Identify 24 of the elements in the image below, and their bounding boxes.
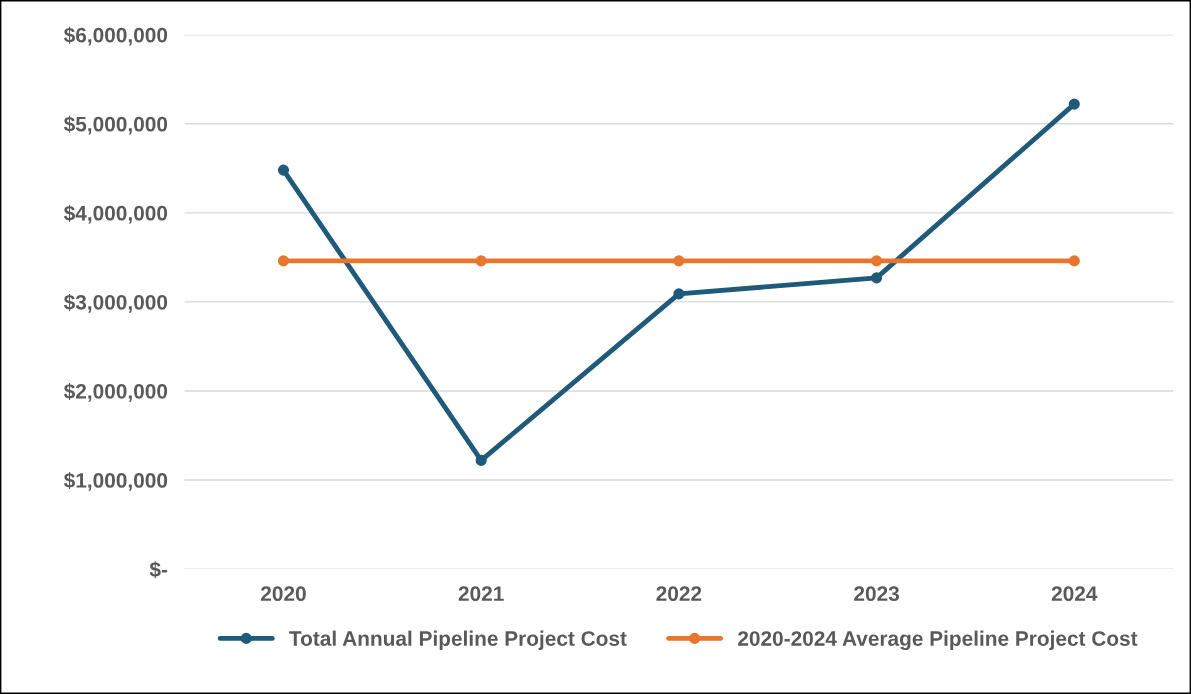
x-tick-label: 2023: [854, 586, 899, 602]
point: [1068, 255, 1080, 267]
y-tick-label: $3,000,000: [63, 293, 168, 313]
x-tick-label: 2024: [1051, 586, 1098, 602]
y-tick-label: $2,000,000: [63, 383, 168, 402]
y-tick-label: $1,000,000: [63, 472, 168, 491]
y-tick-label: $6,000,000: [63, 26, 168, 46]
x-tick-label: 2020: [261, 586, 306, 602]
point: [475, 255, 487, 267]
point: [673, 288, 685, 300]
legend-label: 2020-2024 Average Pipeline Project Cost: [738, 630, 1138, 651]
y-tick-label: $4,000,000: [63, 204, 168, 224]
x-tick-label: 2021: [458, 586, 504, 602]
x-tick-label: 2022: [656, 586, 702, 602]
point: [871, 272, 883, 284]
point: [475, 454, 487, 466]
point: [673, 255, 685, 267]
legend-label: Total Annual Pipeline Project Cost: [289, 630, 627, 650]
point: [277, 164, 290, 176]
point: [871, 255, 883, 267]
point: [277, 255, 290, 267]
y-tick-label: $-: [149, 561, 168, 579]
point: [1068, 98, 1080, 110]
y-tick-label: $5,000,000: [63, 115, 168, 135]
